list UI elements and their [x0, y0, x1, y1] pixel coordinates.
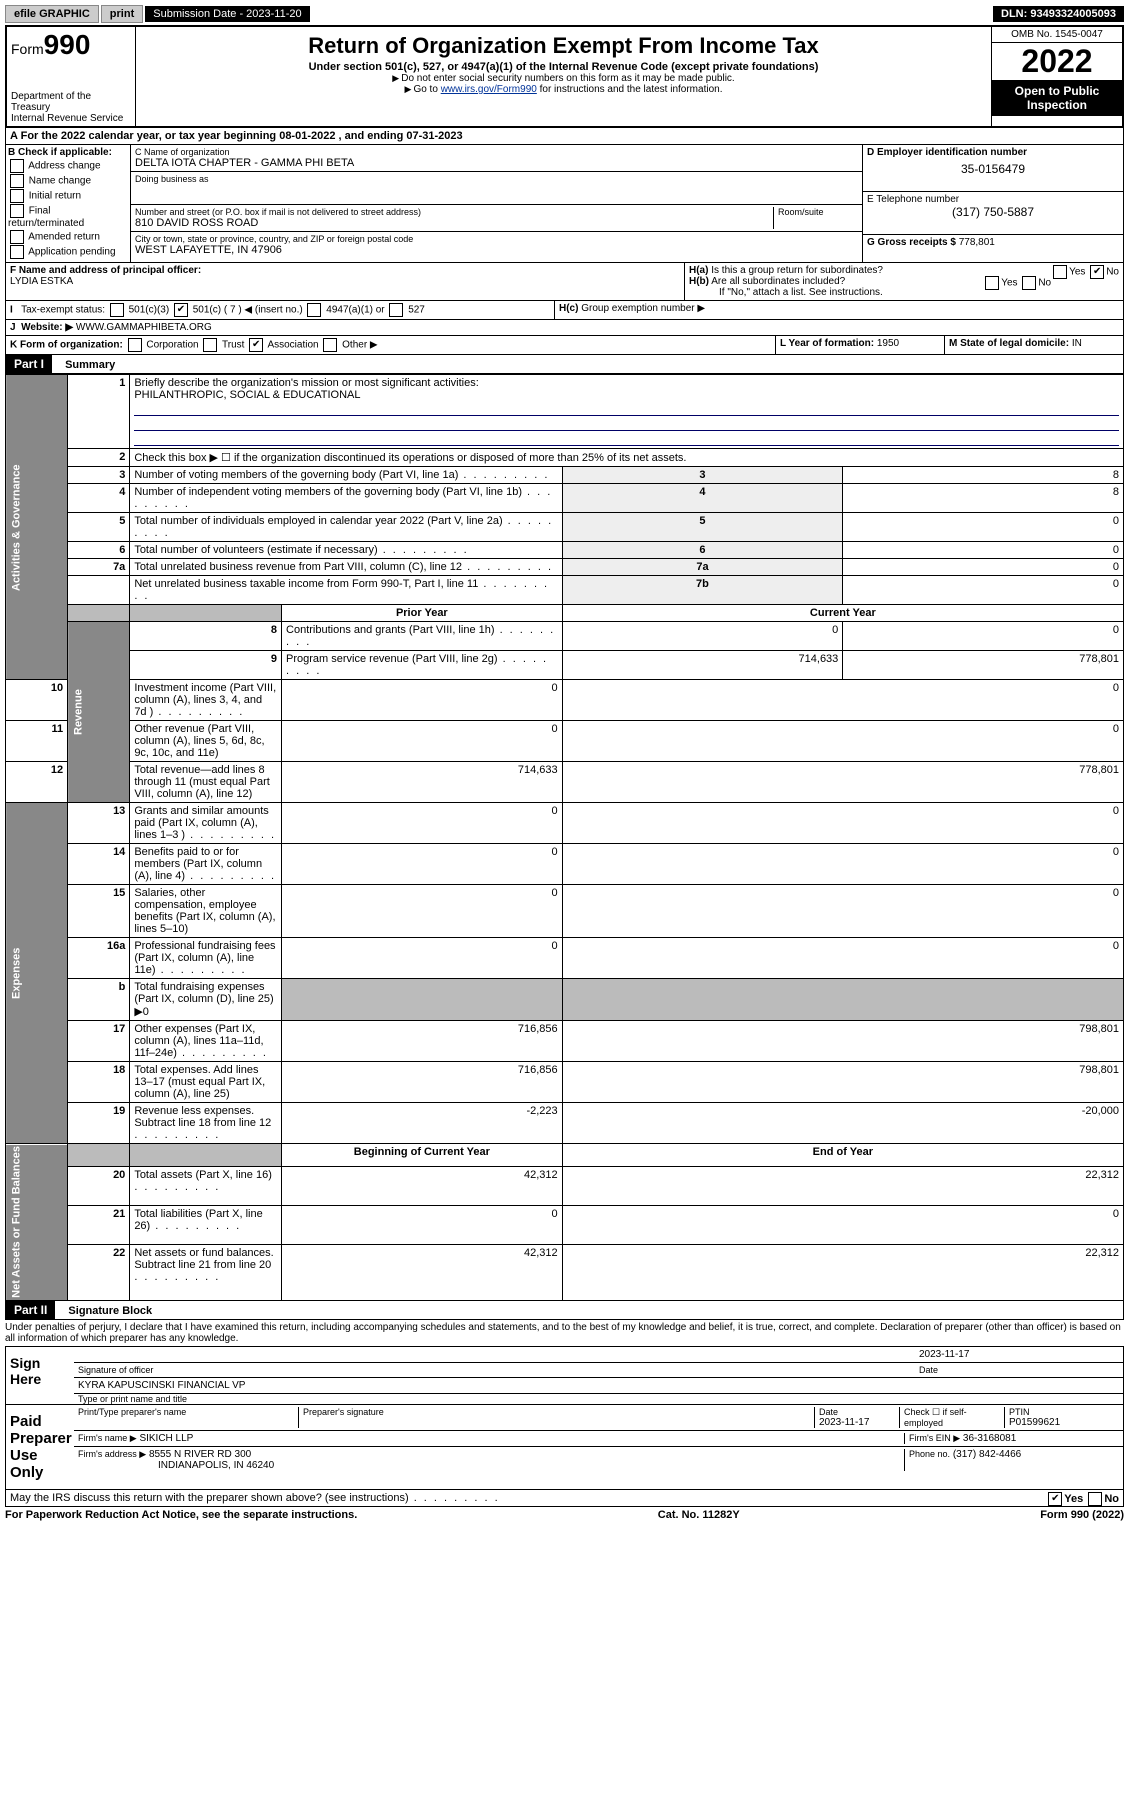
dept-treasury: Department of the Treasury	[11, 91, 131, 113]
hb-note: If "No," attach a list. See instructions…	[689, 287, 1119, 298]
irs-link[interactable]: www.irs.gov/Form990	[441, 84, 537, 95]
irs-label: Internal Revenue Service	[11, 113, 131, 124]
topbar: efile GRAPHIC print Submission Date - 20…	[5, 5, 1124, 23]
street-address: 810 DAVID ROSS ROAD	[135, 217, 773, 229]
omb-number: OMB No. 1545-0047	[992, 27, 1122, 43]
l3-val: 8	[843, 467, 1124, 484]
room-label: Room/suite	[778, 207, 858, 217]
block-b-c-d: B Check if applicable: Address change Na…	[5, 145, 1124, 263]
org-name: DELTA IOTA CHAPTER - GAMMA PHI BETA	[135, 157, 858, 169]
cat-no: Cat. No. 11282Y	[658, 1509, 740, 1521]
form-word: Form	[11, 41, 44, 57]
chk-name-change[interactable]: Name change	[8, 174, 128, 188]
officer-name: LYDIA ESTKA	[10, 276, 73, 287]
org-name-label: C Name of organization	[135, 147, 858, 157]
submission-date: Submission Date - 2023-11-20	[145, 6, 309, 22]
firm-phone: (317) 842-4466	[953, 1449, 1021, 1460]
gross-receipts-label: G Gross receipts $	[867, 237, 956, 248]
form-header: Form990 Department of the Treasury Inter…	[5, 25, 1124, 128]
city-state-zip: WEST LAFAYETTE, IN 47906	[135, 244, 858, 256]
tax-status-label: Tax-exempt status:	[21, 305, 105, 316]
block-b-header: B Check if applicable:	[8, 147, 112, 158]
firm-name: SIKICH LLP	[139, 1433, 193, 1444]
dba-label: Doing business as	[135, 174, 858, 184]
col-prior: Prior Year	[282, 605, 563, 622]
discuss-label: May the IRS discuss this return with the…	[10, 1492, 500, 1504]
state-domicile: IN	[1072, 338, 1082, 349]
officer-label: F Name and address of principal officer:	[10, 265, 201, 276]
chk-address-change[interactable]: Address change	[8, 159, 128, 173]
form-subtitle-1: Under section 501(c), 527, or 4947(a)(1)…	[140, 61, 987, 73]
ein: 35-0156479	[867, 162, 1119, 176]
firm-addr1: 8555 N RIVER RD 300	[149, 1449, 251, 1460]
chk-final-return[interactable]: Final return/terminated	[8, 204, 128, 229]
print-button[interactable]: print	[101, 5, 143, 23]
firm-addr2: INDIANAPOLIS, IN 46240	[78, 1460, 274, 1471]
public-inspection: Open to Public Inspection	[992, 80, 1122, 116]
sig-date: 2023-11-17	[919, 1349, 1119, 1360]
ha-label: Is this a group return for subordinates?	[711, 265, 883, 276]
side-netassets: Net Assets or Fund Balances	[6, 1144, 68, 1301]
dln: DLN: 93493324005093	[993, 6, 1124, 22]
hc-label: Group exemption number ▶	[581, 303, 705, 314]
l2-text: Check this box ▶ ☐ if the organization d…	[130, 449, 1124, 467]
website: WWW.GAMMAPHIBETA.ORG	[76, 322, 212, 333]
website-label: Website: ▶	[21, 322, 73, 333]
part1-header: Part I	[6, 355, 52, 373]
gross-receipts: 778,801	[959, 237, 995, 248]
ptin: P01599621	[1009, 1417, 1060, 1428]
row-a-period: A For the 2022 calendar year, or tax yea…	[5, 128, 1124, 145]
addr-label: Number and street (or P.O. box if mail i…	[135, 207, 773, 217]
tax-year: 2022	[992, 43, 1122, 80]
declaration: Under penalties of perjury, I declare th…	[5, 1320, 1124, 1346]
phone-label: E Telephone number	[867, 194, 959, 205]
pra-notice: For Paperwork Reduction Act Notice, see …	[5, 1509, 357, 1521]
chk-amended[interactable]: Amended return	[8, 230, 128, 244]
part1-title: Summary	[55, 359, 115, 371]
hb-label: Are all subordinates included?	[711, 276, 845, 287]
form-number: 990	[44, 29, 91, 60]
firm-ein: 36-3168081	[963, 1433, 1016, 1444]
mission-text: PHILANTHROPIC, SOCIAL & EDUCATIONAL	[134, 389, 360, 401]
city-label: City or town, state or province, country…	[135, 234, 858, 244]
side-expenses: Expenses	[6, 803, 68, 1144]
officer-print-name: KYRA KAPUSCINSKI FINANCIAL VP	[78, 1380, 245, 1391]
form-org-label: K Form of organization:	[10, 340, 123, 351]
form-ref: Form 990 (2022)	[1040, 1509, 1124, 1521]
side-revenue: Revenue	[68, 622, 130, 803]
chk-initial-return[interactable]: Initial return	[8, 189, 128, 203]
col-current: Current Year	[562, 605, 1123, 622]
sign-here-label: Sign Here	[6, 1347, 74, 1404]
form-title: Return of Organization Exempt From Incom…	[140, 33, 987, 59]
summary-table: Activities & Governance 1 Briefly descri…	[5, 374, 1124, 1301]
phone: (317) 750-5887	[867, 205, 1119, 219]
ein-label: D Employer identification number	[867, 147, 1027, 158]
year-formed: 1950	[877, 338, 899, 349]
part2-title: Signature Block	[58, 1305, 152, 1317]
form-subtitle-2: Do not enter social security numbers on …	[140, 73, 987, 84]
form-subtitle-3: Go to www.irs.gov/Form990 for instructio…	[140, 84, 987, 95]
l1-label: Briefly describe the organization's miss…	[134, 377, 478, 389]
side-governance: Activities & Governance	[6, 375, 68, 680]
paid-preparer-label: Paid Preparer Use Only	[6, 1405, 74, 1489]
part2-header: Part II	[6, 1301, 55, 1319]
chk-pending[interactable]: Application pending	[8, 245, 128, 259]
efile-label: efile GRAPHIC	[5, 5, 99, 23]
